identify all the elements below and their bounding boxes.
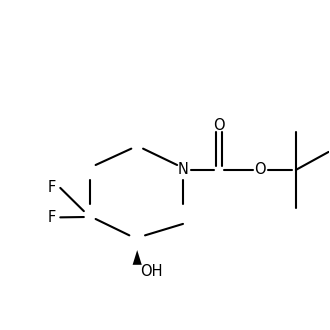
Text: O: O (213, 118, 225, 133)
Text: O: O (254, 162, 266, 178)
Text: OH: OH (141, 264, 163, 279)
Text: F: F (48, 210, 56, 225)
Text: F: F (48, 181, 56, 195)
Text: N: N (178, 162, 188, 178)
Polygon shape (133, 250, 142, 265)
